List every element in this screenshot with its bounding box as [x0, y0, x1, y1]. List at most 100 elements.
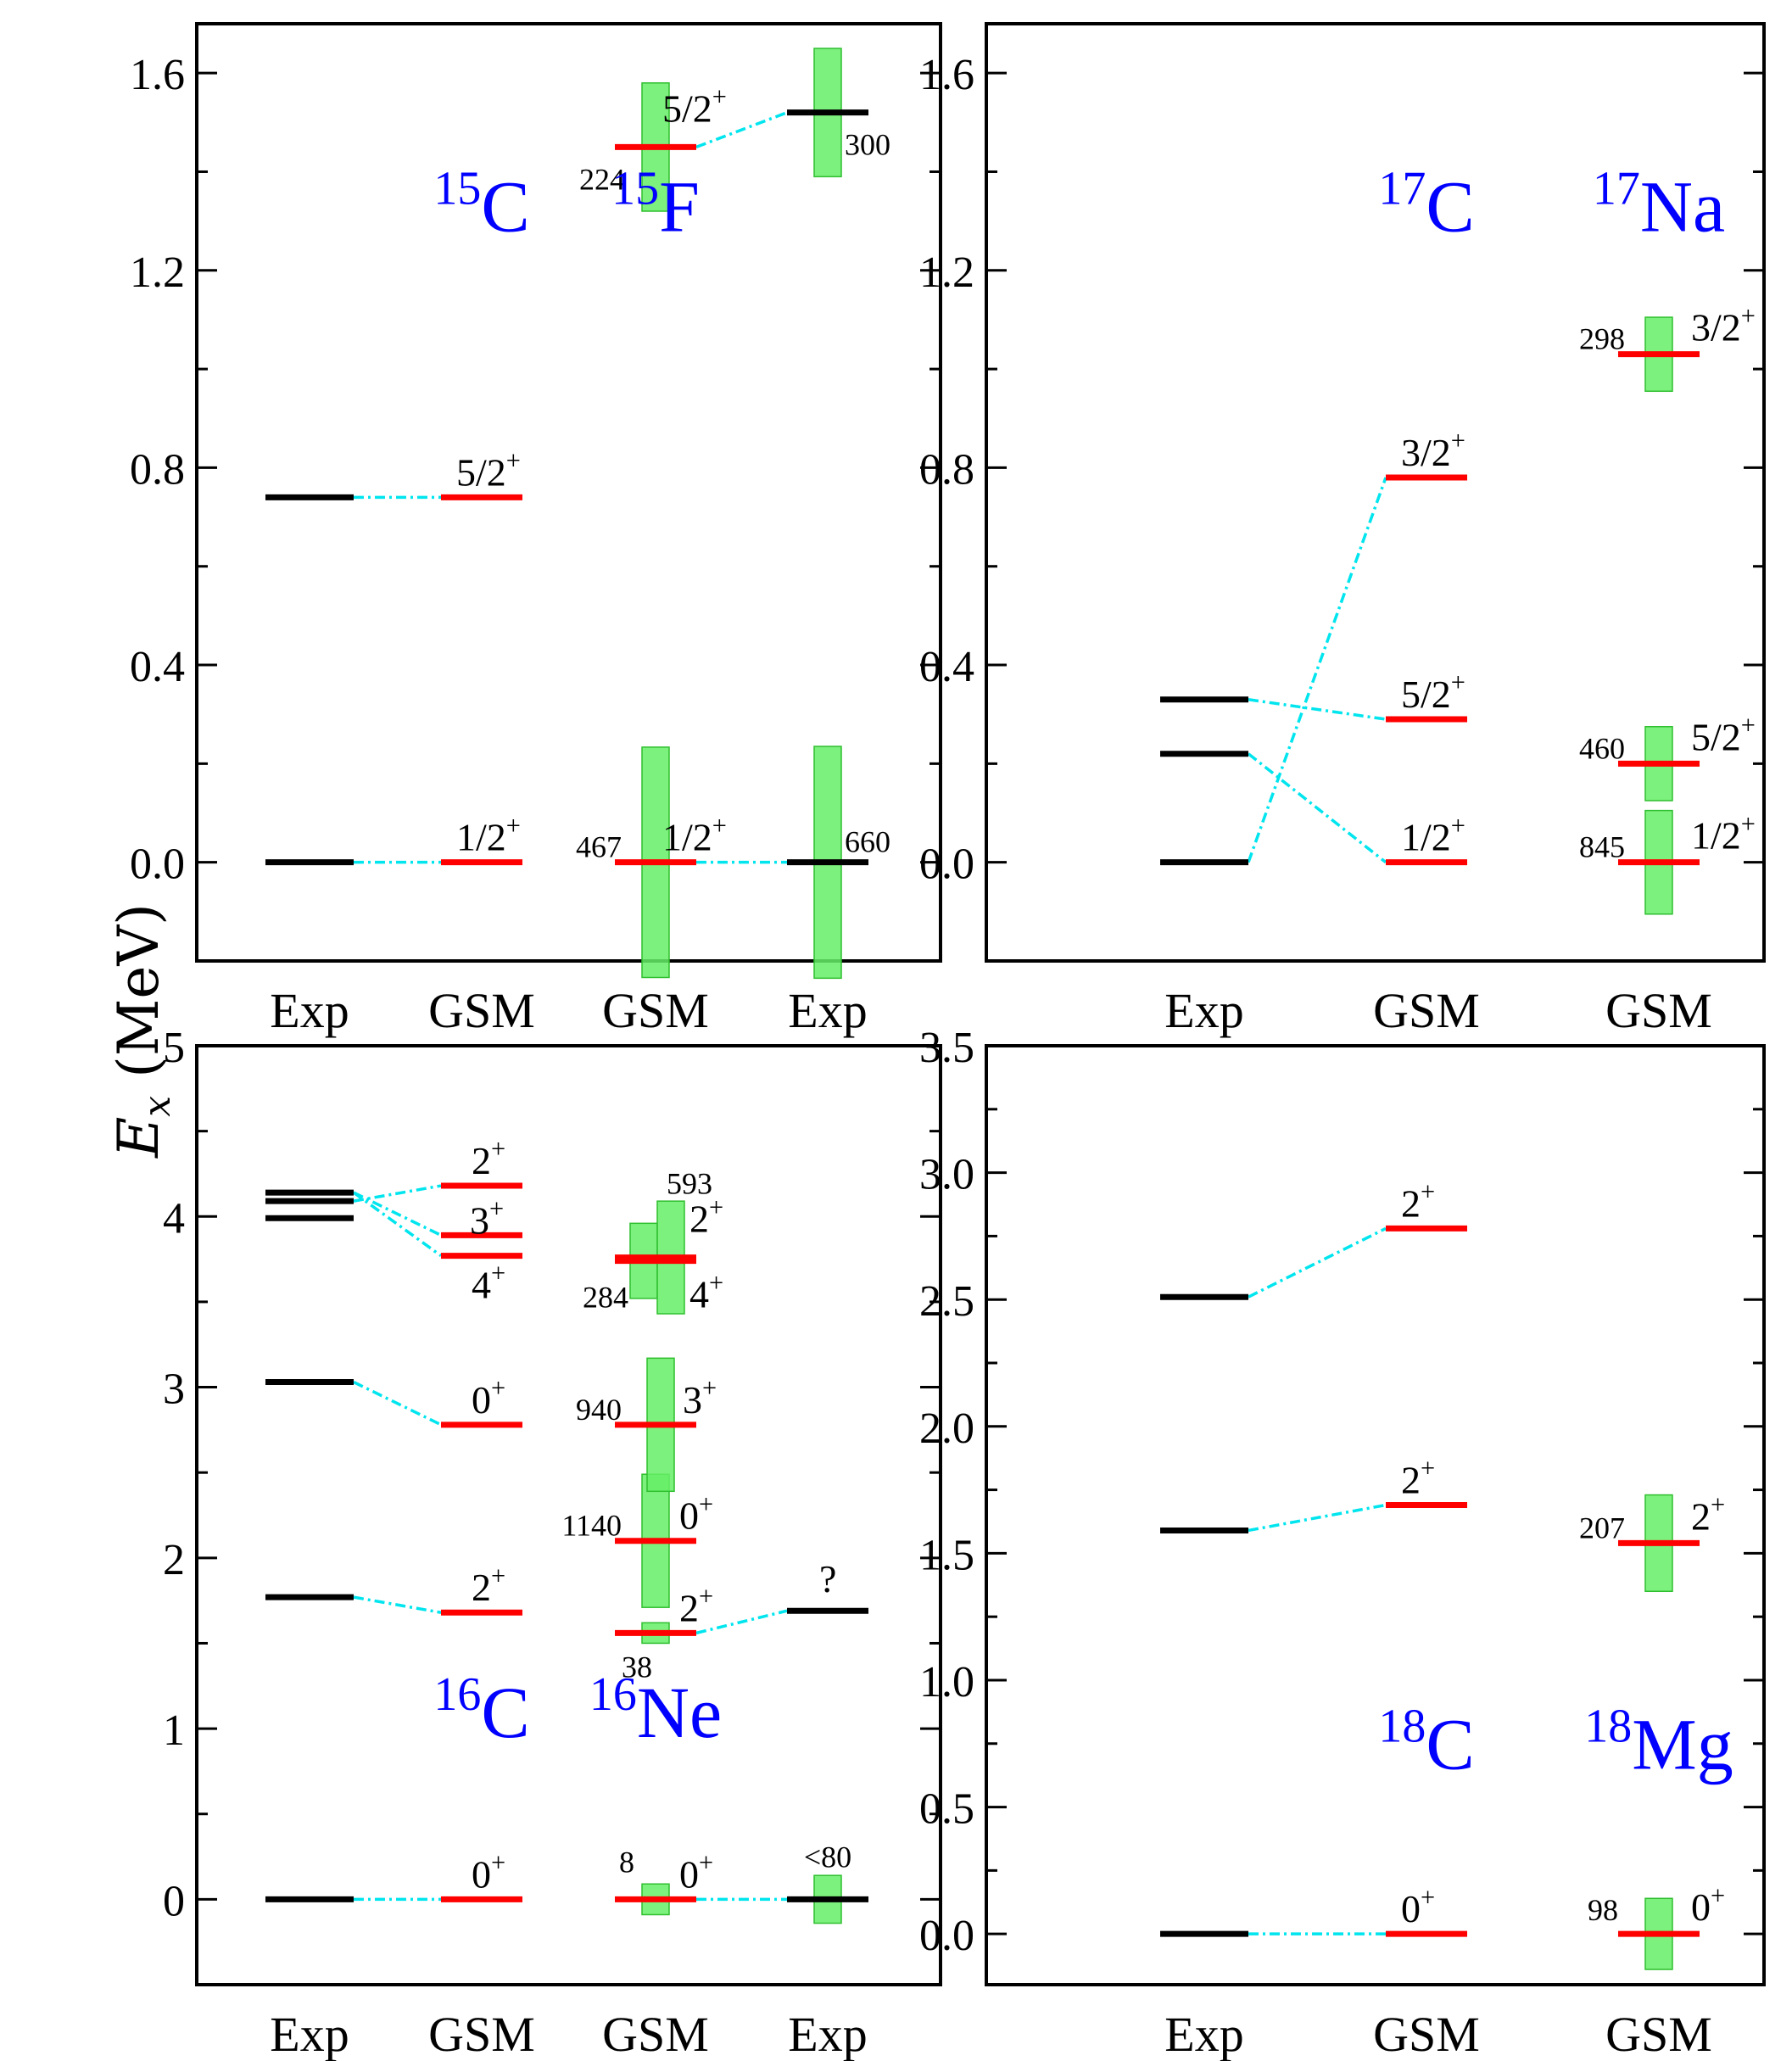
a15-column-label: GSM [602, 983, 709, 1038]
a17-ytick-label: 0.4 [919, 643, 974, 691]
a17-ytick-label: 0.0 [919, 841, 974, 889]
a17-column-label: Exp [1164, 983, 1243, 1038]
a15-nucleus-label: 15C [433, 162, 529, 247]
a15-ytick-label: 1.2 [130, 249, 185, 297]
a16-level-jpi: 2+ [472, 1135, 505, 1182]
a15-level-width-label: 467 [576, 830, 622, 864]
a15-frame [195, 22, 942, 963]
a16-connector [352, 1191, 443, 1257]
a17-level-jpi: 3/2+ [1691, 301, 1756, 349]
a15-ytick-label: 1.6 [130, 51, 185, 99]
a15-level-jpi: 5/2+ [662, 82, 727, 130]
a16-ytick-label: 1 [163, 1706, 185, 1755]
a16-connector [353, 1191, 442, 1237]
a17-level-jpi: 5/2+ [1401, 668, 1465, 716]
a18-level-width-label: 98 [1588, 1893, 1618, 1927]
a17-connector [1247, 477, 1387, 863]
y-axis-label: Ex (MeV) [106, 903, 179, 1158]
a18-connector [1248, 1503, 1387, 1533]
a15-column-label: Exp [788, 983, 867, 1038]
a16-connector [353, 1380, 442, 1427]
y-axis-unit: (MeV) [105, 903, 171, 1078]
a17-nucleus-label: 17Na [1593, 162, 1725, 247]
a16-level-width-label: 593 [667, 1167, 712, 1201]
a18-ytick-label: 3.5 [919, 1024, 974, 1072]
a17-ytick-label: 0.8 [919, 445, 974, 494]
a17-connector [1247, 752, 1387, 864]
a18-column-label: Exp [1164, 2007, 1243, 2061]
a16-ytick-label: 2 [163, 1536, 185, 1584]
a15-level-width-label: 300 [845, 128, 890, 162]
a16-connector [353, 1595, 442, 1614]
a17-level-width-label: 460 [1579, 731, 1625, 765]
a16-ytick-label: 0 [163, 1877, 185, 1925]
a16-column-label: Exp [788, 2007, 867, 2061]
a15-column-label: GSM [428, 983, 535, 1038]
a16-level-width-label: 940 [576, 1393, 622, 1427]
a18-ytick-label: 3.0 [919, 1151, 974, 1199]
a17-level-jpi: 3/2+ [1401, 427, 1465, 474]
a16-level-jpi: 0+ [472, 1848, 505, 1896]
a15-ytick-label: 0.8 [130, 445, 185, 494]
a17-level-jpi: 5/2+ [1691, 711, 1756, 758]
a15-level-jpi: 5/2+ [456, 446, 521, 494]
a18-ytick-label: 2.0 [919, 1405, 974, 1453]
a18-nucleus-label: 18C [1378, 1701, 1474, 1785]
a16-level-width-label: 8 [619, 1845, 634, 1879]
a16-level-jpi: 0+ [472, 1374, 505, 1421]
a16-column-label: GSM [428, 2007, 535, 2061]
a16-column-label: Exp [270, 2007, 349, 2061]
a17-column-label: GSM [1373, 983, 1480, 1038]
a15-connector [695, 111, 788, 149]
a16-level-jpi: 3+ [470, 1194, 504, 1242]
a16-level-width-label: 1140 [561, 1509, 622, 1543]
a18-level-jpi: 2+ [1691, 1490, 1725, 1538]
a15-column-label: Exp [270, 983, 349, 1038]
a16-level-jpi: 2+ [472, 1561, 505, 1609]
y-axis-subscript: x [136, 1095, 179, 1117]
a18-level-jpi: 0+ [1691, 1881, 1725, 1929]
a16-level-jpi: 3+ [683, 1374, 717, 1421]
a18-ytick-label: 1.0 [919, 1658, 974, 1706]
a16-ytick-label: 5 [163, 1024, 185, 1072]
a18-ytick-label: 0.5 [919, 1785, 974, 1834]
a18-ytick-label: 0.0 [919, 1912, 974, 1960]
a15-level-width-label: 224 [579, 162, 625, 196]
a17-level-jpi: 1/2+ [1401, 811, 1465, 858]
a16-level-jpi: 0+ [679, 1489, 713, 1537]
a16-level-width-label: <80 [804, 1840, 851, 1874]
a18-level-jpi: 2+ [1401, 1454, 1435, 1501]
a16-level-width-label: 38 [622, 1650, 652, 1684]
a16-level-jpi: 2+ [689, 1192, 723, 1240]
a18-level-jpi: 2+ [1401, 1177, 1435, 1225]
a16-ytick-label: 4 [163, 1194, 185, 1243]
a16-level-jpi: 0+ [679, 1848, 713, 1896]
a16-column-label: GSM [602, 2007, 709, 2061]
a15-ytick-label: 0.0 [130, 841, 185, 889]
a15-level-jpi: 1/2+ [456, 811, 521, 858]
a16-connector [695, 1609, 788, 1635]
a17-level-width-label: 298 [1579, 322, 1625, 356]
a18-level-width-label: 207 [1579, 1511, 1625, 1544]
a18-column-label: GSM [1373, 2007, 1480, 2061]
a16-level-jpi: 4+ [472, 1259, 505, 1306]
a16-level-jpi: 4+ [689, 1268, 723, 1315]
a18-ytick-label: 1.5 [919, 1531, 974, 1579]
a16-level-jpi: 2+ [679, 1582, 713, 1629]
a18-level-jpi: 0+ [1401, 1883, 1435, 1930]
a18-nucleus-label: 18Mg [1584, 1701, 1733, 1785]
a17-ytick-label: 1.2 [919, 249, 974, 297]
a17-nucleus-label: 17C [1378, 162, 1474, 247]
a16-ytick-label: 3 [163, 1366, 185, 1414]
a16-level-jpi: ? [819, 1557, 836, 1600]
a16-frame [195, 1044, 942, 1986]
a18-column-label: GSM [1605, 2007, 1712, 2061]
a16-nucleus-label: 16Ne [589, 1668, 722, 1753]
a17-level-width-label: 845 [1579, 830, 1625, 864]
a17-level-jpi: 1/2+ [1691, 809, 1756, 857]
a17-ytick-label: 1.6 [919, 51, 974, 99]
a15-level-jpi: 1/2+ [662, 811, 727, 858]
a18-connector [1248, 1226, 1387, 1299]
a15-level-width-label: 660 [845, 825, 890, 859]
a15-nucleus-label: 15F [611, 162, 700, 247]
